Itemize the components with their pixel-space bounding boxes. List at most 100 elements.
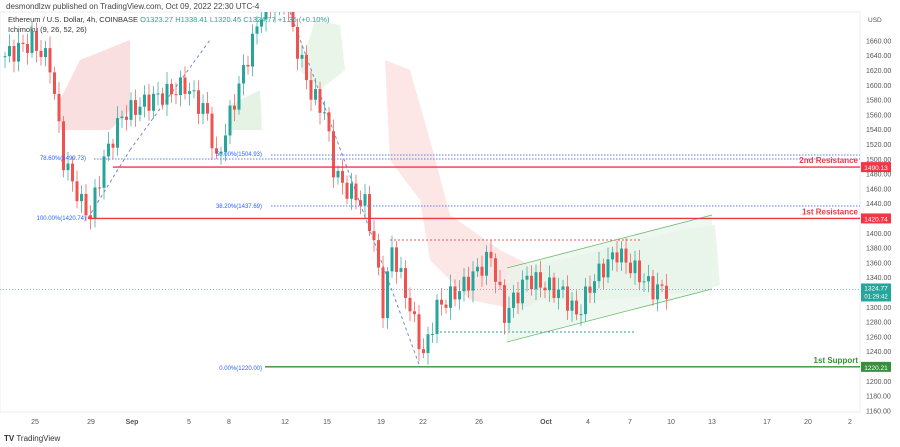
tradingview-logo: TV TradingView [4,434,61,443]
candle-body [66,163,70,171]
candle-body [629,262,632,274]
indicator-name[interactable]: Ichimoku (9, 26, 52, 26) [8,25,87,34]
candle-body [503,285,506,323]
x-tick-label: 26 [475,419,483,426]
fib-label: 0.00%(1220.00) [219,366,262,372]
candle-body [557,289,560,299]
candle-body [84,193,88,216]
y-tick-label: 1400.00 [866,231,891,238]
level-price-tag [861,213,891,224]
candle-body [444,304,448,308]
candle-body [224,135,227,152]
y-tick-label: 1460.00 [866,186,891,193]
symbol-name[interactable]: Ethereum / U.S. Dollar, 4h, COINBASE [8,15,139,24]
fib-label: 38.20%(1437.69) [216,204,262,210]
x-tick-label: 8 [227,419,231,426]
candle-body [283,0,286,7]
candle-body [102,156,106,188]
fib-diagonal [129,39,211,151]
candle-body [485,251,488,276]
y-tick-label: 1500.00 [866,157,891,164]
channel-lower-line [506,288,713,343]
candle-body [579,314,583,316]
level-label: 1st Support [814,356,859,365]
y-tick-label: 1360.00 [866,260,891,267]
candle-body [467,276,470,291]
candle-body [539,272,542,288]
y-tick-label: 1300.00 [866,305,891,312]
candle-body [30,31,34,53]
candle-body [624,248,628,263]
y-tick-label: 1620.00 [866,68,891,75]
candle-body [57,93,61,122]
candle-body [354,183,358,201]
candle-body [534,272,538,290]
candle-body [291,12,295,27]
candle-body [296,26,299,59]
candle-body [651,276,655,300]
candle-body [480,266,484,276]
candle-body [251,33,254,67]
candle-body [431,334,434,336]
candle-body [341,170,344,183]
x-tick-label: 19 [377,419,385,426]
candle-body [264,12,268,20]
candle-body [318,89,322,113]
candle-body [165,83,169,105]
candle-body [449,286,452,308]
fib-label: 100.00%(1420.74) [37,216,86,222]
publish-info: desmondlzw published on TradingView.com,… [6,2,260,11]
y-tick-label: 1480.00 [866,172,891,179]
candle-body [107,143,110,157]
level-price-text: 1420.74 [864,216,888,223]
candle-body [161,93,164,105]
candle-body [89,215,92,219]
ichimoku-cloud [230,90,262,130]
candle-body [327,112,331,132]
candle-body [93,187,97,219]
candle-body [602,263,605,278]
candle-body [152,93,155,111]
candle-body [188,91,191,94]
candle-body [593,281,596,293]
candle-body [134,100,137,115]
candle-body [543,287,547,291]
candle-body [336,170,340,178]
high-value: H1338.41 [175,15,208,24]
candle-body [561,286,565,290]
y-tick-label: 1580.00 [866,98,891,105]
y-tick-label: 1260.00 [866,334,891,341]
candle-body [80,193,83,202]
candle-body [413,311,416,315]
candle-body [453,286,457,300]
candle-body [620,248,623,263]
candle-body [8,46,11,57]
candle-body [116,118,119,148]
candle-body [359,200,362,206]
candle-body [512,292,515,308]
y-tick-label: 1560.00 [866,112,891,119]
x-tick-label: 4 [586,419,590,426]
candle-body [615,252,619,263]
candle-body [210,113,214,149]
level-label: 2nd Resistance [799,156,858,165]
price-chart[interactable]: 78.60%(1499.73) 50.00%(1504.93) 38.20%(143… [0,0,900,430]
y-tick-label: 1380.00 [866,246,891,253]
candle-body [255,26,259,34]
candle-body [206,103,209,114]
low-value: L1320.45 [209,15,242,24]
candle-body [408,297,412,312]
candle-body [350,183,353,199]
fib-label: 78.60%(1499.73) [40,156,86,162]
candle-body [323,112,326,114]
candle-body [489,251,493,259]
candle-body [62,121,65,171]
candle-body [35,31,38,51]
last-price-text: 1324.77 [864,285,888,292]
candle-body [516,292,520,304]
candle-body [170,83,173,95]
y-tick-label: 1600.00 [866,83,891,90]
candle-body [638,260,641,283]
candle-body [381,267,385,319]
candle-body [575,300,578,315]
